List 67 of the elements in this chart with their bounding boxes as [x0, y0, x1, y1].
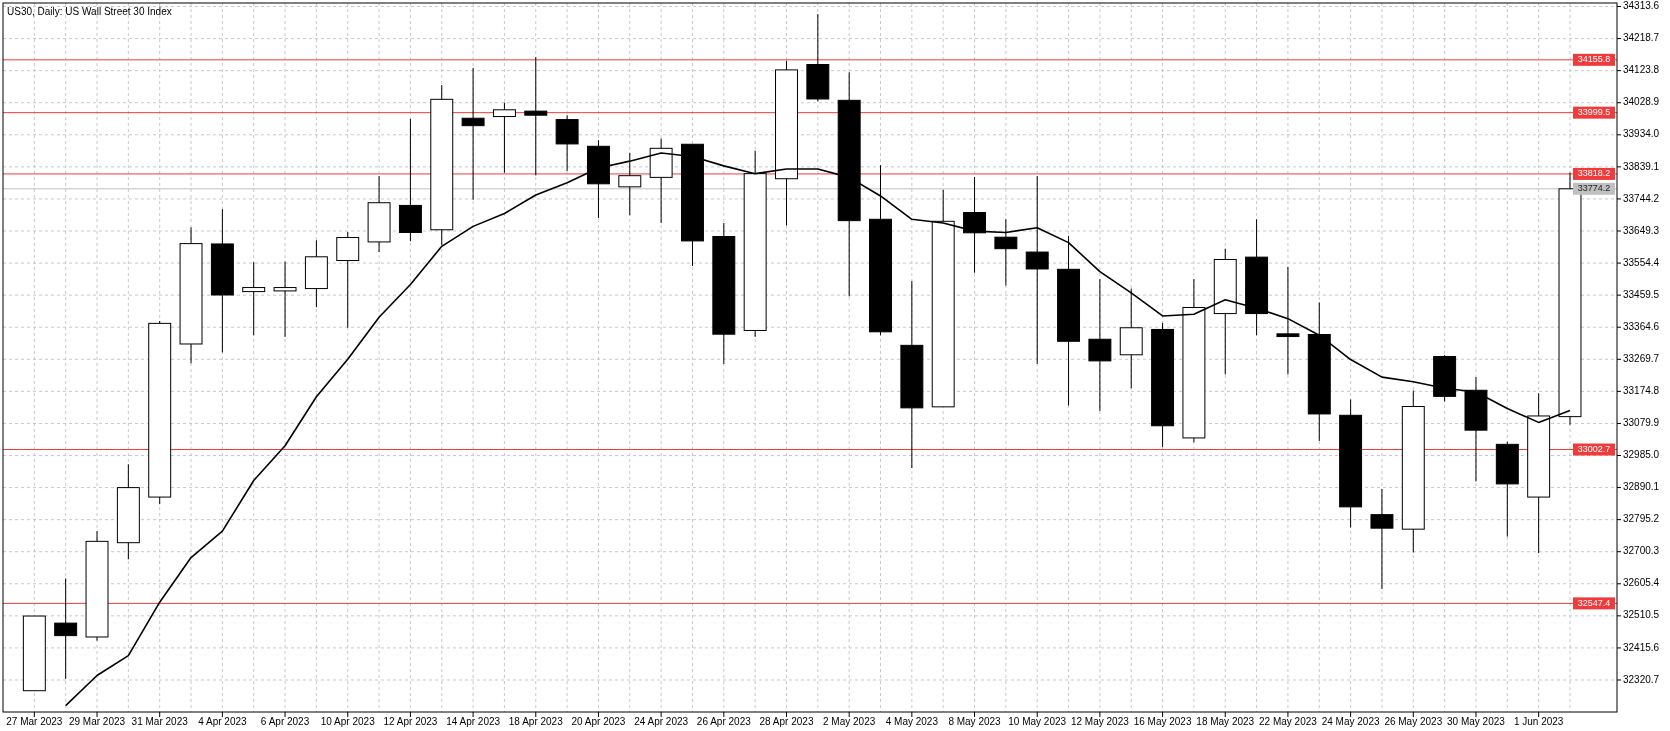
ref-line-label: 32547.4: [1577, 597, 1611, 608]
y-tick-label: 33079.9: [1623, 417, 1660, 429]
candlestick: [1370, 488, 1394, 590]
x-tick-label: 31 Mar 2023: [131, 716, 189, 727]
y-tick-label: 32510.5: [1623, 609, 1660, 621]
x-tick-label: 10 May 2023: [1008, 716, 1067, 727]
y-tick-label: 32985.0: [1623, 449, 1660, 461]
candlestick: [1276, 266, 1300, 375]
y-tick-label: 34028.9: [1623, 96, 1660, 108]
y-tick-label: 33839.1: [1623, 160, 1660, 172]
chart-title: US30, Daily: US Wall Street 30 Index: [7, 6, 172, 17]
candlestick: [994, 218, 1018, 287]
candlestick: [336, 231, 360, 329]
ref-line-label: 33818.2: [1577, 168, 1611, 179]
y-tick-label: 32320.7: [1623, 673, 1660, 685]
x-tick-label: 26 May 2023: [1384, 716, 1443, 727]
x-tick-label: 18 May 2023: [1196, 716, 1255, 727]
y-tick-label: 34313.6: [1623, 0, 1660, 12]
x-tick-label: 24 May 2023: [1321, 716, 1380, 727]
candlestick: [273, 261, 297, 338]
y-tick-label: 32700.3: [1623, 545, 1660, 557]
candlestick: [242, 261, 266, 336]
x-tick-label: 6 Apr 2023: [260, 716, 310, 727]
x-tick-label: 30 May 2023: [1447, 716, 1506, 727]
x-tick-label: 27 Mar 2023: [6, 716, 63, 727]
candlestick: [1088, 278, 1112, 412]
x-tick-label: 12 Apr 2023: [383, 716, 438, 727]
x-tick-label: 28 Apr 2023: [759, 716, 814, 727]
candlestick: [963, 176, 986, 274]
y-tick-label: 33269.7: [1623, 352, 1660, 364]
candlestick: [54, 578, 78, 680]
ref-line-label: 33999.5: [1577, 107, 1611, 118]
candlestick: [1025, 175, 1049, 365]
x-tick-label: 18 Apr 2023: [508, 716, 564, 727]
candlestick: [492, 102, 516, 174]
x-tick-label: 29 Mar 2023: [68, 716, 126, 727]
y-tick-label: 32415.6: [1623, 641, 1660, 653]
y-tick-label: 33459.5: [1623, 288, 1660, 300]
y-tick-label: 33554.4: [1623, 256, 1660, 268]
x-tick-label: 2 May 2023: [823, 716, 876, 727]
ref-line-label: 34155.8: [1577, 54, 1611, 65]
x-tick-label: 4 Apr 2023: [198, 716, 247, 727]
x-tick-label: 1 Jun 2023: [1513, 716, 1564, 727]
y-tick-label: 32605.4: [1623, 577, 1660, 589]
candlestick: [461, 67, 485, 201]
x-tick-label: 10 Apr 2023: [320, 716, 376, 727]
y-tick-label: 33174.8: [1623, 385, 1660, 396]
y-tick-label: 33744.2: [1623, 192, 1660, 204]
x-tick-label: 8 May 2023: [948, 716, 1002, 727]
y-tick-label: 33649.3: [1623, 224, 1660, 236]
y-tick-label: 33934.0: [1623, 128, 1660, 140]
x-tick-label: 22 May 2023: [1259, 716, 1318, 727]
x-tick-label: 20 Apr 2023: [571, 716, 626, 727]
candlestick: [524, 56, 548, 176]
ref-line-label: 33002.7: [1577, 443, 1611, 454]
x-tick-label: 4 May 2023: [885, 716, 939, 727]
ref-line-label: 33774.2: [1577, 183, 1611, 194]
x-tick-label: 16 May 2023: [1133, 716, 1192, 727]
x-tick-label: 26 Apr 2023: [696, 716, 752, 727]
y-tick-label: 32795.2: [1623, 513, 1660, 525]
y-tick-label: 34123.8: [1623, 64, 1660, 76]
x-tick-label: 24 Apr 2023: [634, 716, 689, 727]
y-tick-label: 32890.1: [1623, 481, 1660, 493]
y-tick-label: 34218.7: [1623, 32, 1660, 44]
x-tick-label: 12 May 2023: [1070, 716, 1130, 727]
y-tick-label: 33364.6: [1623, 320, 1660, 332]
x-tick-label: 14 Apr 2023: [446, 716, 501, 727]
